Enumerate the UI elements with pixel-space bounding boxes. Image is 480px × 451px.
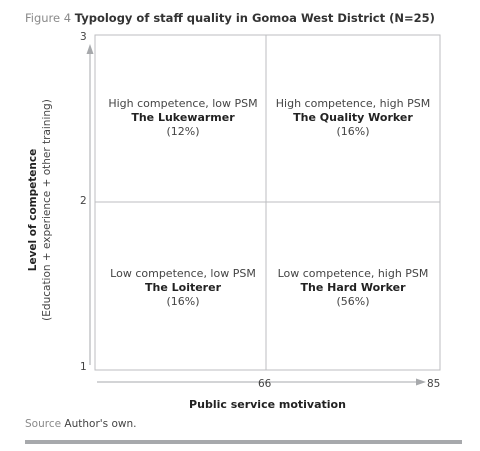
x-tick-66: 66 bbox=[258, 378, 272, 390]
quadrant-bottom-right: Low competence, high PSM The Hard Worker… bbox=[265, 267, 441, 309]
figure-title-text: Typology of staff quality in Gomoa West … bbox=[74, 11, 435, 25]
x-tick-85: 85 bbox=[427, 378, 441, 390]
bottom-rule bbox=[25, 440, 462, 444]
source-text: Author's own. bbox=[64, 418, 137, 430]
quadrant-name: The Lukewarmer bbox=[131, 111, 235, 124]
quadrant-description: Low competence, high PSM bbox=[277, 267, 429, 280]
quadrant-top-left: High competence, low PSM The Lukewarmer … bbox=[95, 97, 271, 139]
quadrant-share: (12%) bbox=[166, 125, 200, 138]
source-label: Source bbox=[25, 418, 62, 430]
quadrant-name: The Quality Worker bbox=[293, 111, 413, 124]
y-tick-2: 2 bbox=[80, 195, 87, 207]
y-tick-1: 1 bbox=[80, 361, 87, 373]
source-note: Source Author's own. bbox=[25, 418, 136, 430]
x-axis-title: Public service motivation bbox=[189, 398, 346, 411]
quadrant-top-right: High competence, high PSM The Quality Wo… bbox=[265, 97, 441, 139]
figure-number: Figure 4 bbox=[25, 11, 72, 25]
y-axis-title-main: Level of competence bbox=[27, 148, 39, 272]
quadrant-name: The Loiterer bbox=[145, 281, 221, 294]
quadrant-description: High competence, high PSM bbox=[275, 97, 431, 110]
y-tick-3: 3 bbox=[80, 31, 87, 43]
y-axis-title-sub: (Education + experience + other training… bbox=[41, 99, 53, 321]
quadrant-share: (16%) bbox=[336, 125, 370, 138]
figure-title: Figure 4 Typology of staff quality in Go… bbox=[25, 11, 435, 25]
quadrant-description: Low competence, low PSM bbox=[110, 267, 256, 280]
x-axis-arrow-icon bbox=[416, 378, 426, 386]
quadrant-share: (16%) bbox=[166, 295, 200, 308]
quadrant-description: High competence, low PSM bbox=[108, 97, 258, 110]
y-axis-arrow-icon bbox=[86, 44, 94, 54]
y-axis-title: Level of competence (Education + experie… bbox=[26, 80, 54, 340]
quadrant-share: (56%) bbox=[336, 295, 370, 308]
quadrant-bottom-left: Low competence, low PSM The Loiterer (16… bbox=[95, 267, 271, 309]
quadrant-name: The Hard Worker bbox=[300, 281, 406, 294]
